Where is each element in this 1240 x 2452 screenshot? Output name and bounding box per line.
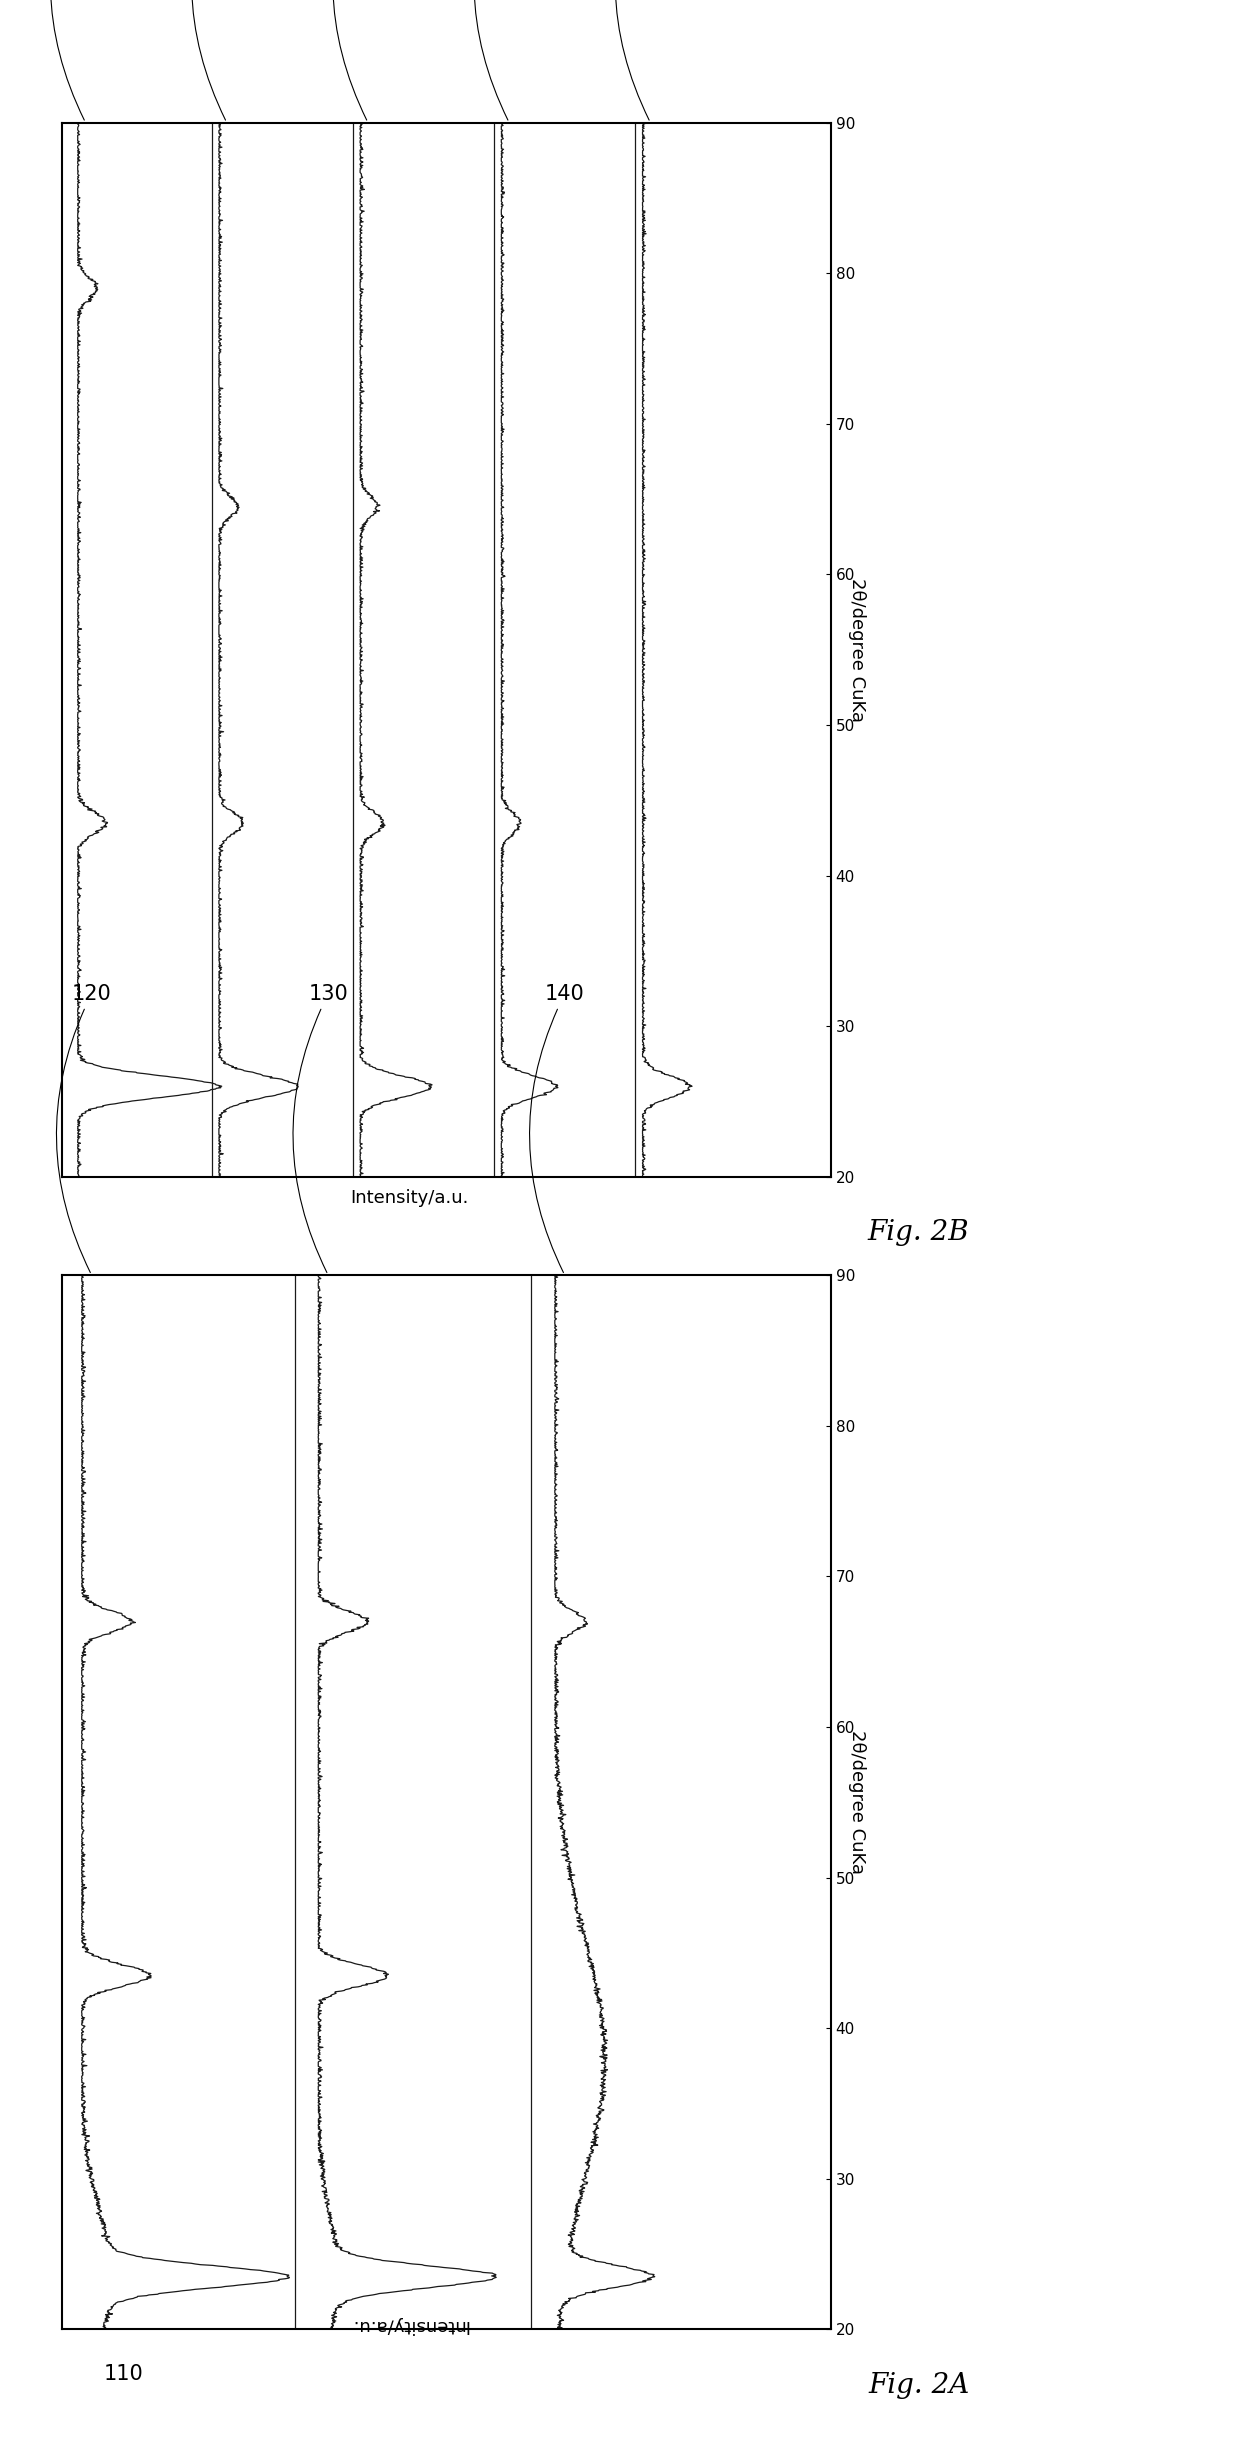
Text: 180: 180: [474, 0, 529, 120]
Text: 170: 170: [332, 0, 388, 120]
Text: Fig. 2B: Fig. 2B: [868, 1219, 970, 1246]
Text: Intensity/a.u.: Intensity/a.u.: [350, 2317, 469, 2334]
Text: 190: 190: [615, 0, 671, 120]
Text: Fig. 2A: Fig. 2A: [868, 2371, 970, 2398]
Text: 150: 150: [51, 0, 105, 120]
Y-axis label: 2θ/degree CuKa: 2θ/degree CuKa: [848, 579, 867, 721]
Text: 130: 130: [293, 983, 348, 1273]
Text: 160: 160: [192, 0, 247, 120]
Text: 120: 120: [57, 983, 112, 1273]
Y-axis label: 2θ/degree CuKa: 2θ/degree CuKa: [848, 1731, 867, 1873]
Text: 110: 110: [104, 2364, 144, 2383]
Text: Intensity/a.u.: Intensity/a.u.: [350, 1189, 469, 1206]
Text: 140: 140: [529, 983, 584, 1273]
